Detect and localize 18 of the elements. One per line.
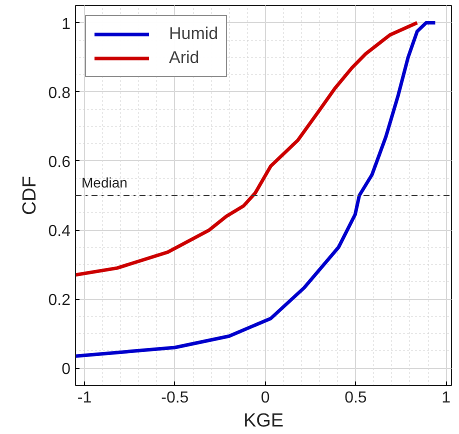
legend-label: Arid [169, 48, 200, 68]
x-tick-label: -1 [77, 390, 92, 406]
line-series [76, 21, 419, 277]
legend-label: Humid [169, 24, 218, 44]
x-tick-label: 0.5 [344, 390, 367, 406]
x-tick-label: 0 [260, 390, 270, 406]
line-series [76, 21, 437, 358]
y-tick-label: 0.4 [48, 223, 71, 240]
y-tick-label: 0.2 [48, 292, 71, 310]
y-tick-label: 0 [62, 361, 71, 378]
x-axis-title: KGE [243, 410, 284, 432]
ref-line-label: Median [82, 174, 128, 190]
y-axis-title: CDF [19, 176, 40, 216]
y-tick-label: 0.8 [48, 84, 71, 102]
x-tick-label: -0.5 [161, 390, 189, 406]
y-tick-label: 1 [62, 16, 71, 33]
y-tick-label: 0.6 [48, 154, 71, 171]
x-tick-label: 1 [442, 390, 451, 406]
